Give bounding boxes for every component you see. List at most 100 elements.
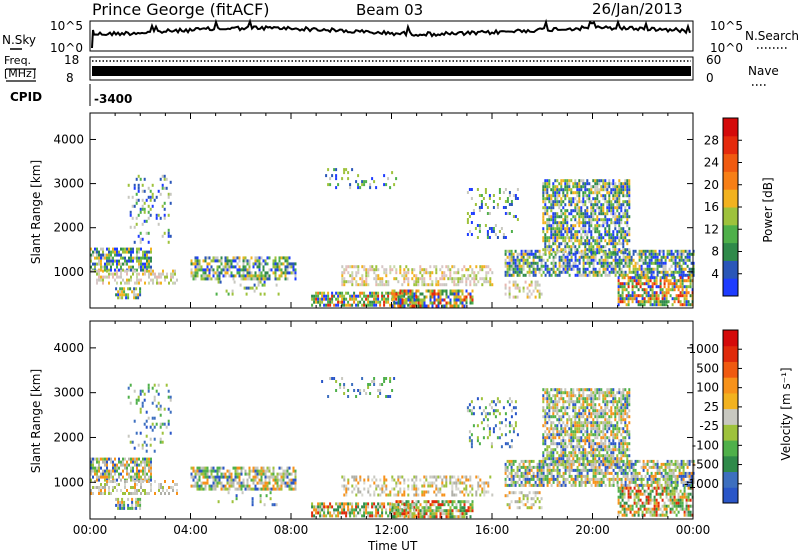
echo-cell: [532, 459, 535, 463]
echo-cell: [498, 421, 501, 425]
echo-cell: [363, 283, 366, 287]
echo-cell: [584, 227, 587, 231]
echo-cell: [262, 484, 265, 488]
cpid-label: CPID: [10, 90, 42, 104]
echo-cell: [429, 484, 432, 488]
echo-cell: [588, 221, 591, 225]
echo-cell: [363, 268, 366, 272]
echo-cell: [685, 297, 688, 301]
echo-cell: [449, 298, 452, 302]
echo-cell: [692, 273, 695, 277]
echo-cell: [435, 292, 438, 296]
echo-cell: [104, 475, 106, 479]
echo-cell: [638, 249, 641, 253]
echo-cell: [618, 194, 621, 198]
echo-cell: [629, 276, 632, 280]
echo-cell: [129, 213, 132, 217]
echo-cell: [544, 191, 547, 195]
echo-cell: [417, 515, 420, 519]
echo-cell: [341, 297, 344, 301]
echo-cell: [234, 256, 237, 260]
echo-cell: [578, 185, 581, 189]
echo-cell: [375, 505, 378, 509]
echo-cell: [439, 283, 442, 287]
echo-cell: [508, 286, 511, 290]
echo-cell: [343, 297, 346, 301]
echo-cell: [598, 182, 601, 186]
echo-cell: [624, 212, 627, 216]
echo-cell: [568, 203, 571, 207]
echo-cell: [415, 295, 418, 299]
echo-cell: [604, 194, 607, 198]
echo-cell: [435, 500, 438, 504]
echo-cell: [506, 255, 509, 259]
echo-cell: [102, 256, 104, 260]
echo-cell: [139, 503, 142, 507]
echo-cell: [190, 262, 193, 266]
echo-cell: [626, 215, 629, 219]
echo-cell: [568, 273, 571, 277]
echo-cell: [150, 272, 152, 276]
echo-cell: [249, 286, 252, 290]
echo-cell: [647, 300, 650, 304]
nave-bar: [92, 66, 691, 76]
echo-cell: [528, 480, 531, 484]
echo-cell: [122, 469, 124, 473]
echo-cell: [484, 191, 487, 194]
echo-cell: [373, 271, 376, 275]
echo-cell: [568, 251, 571, 255]
echo-cell: [361, 277, 364, 281]
echo-cell: [510, 200, 513, 203]
echo-cell: [485, 274, 488, 278]
echo-cell: [230, 484, 233, 488]
echo-cell: [391, 389, 394, 392]
echo-cell: [631, 291, 634, 295]
echo-cell: [100, 486, 102, 489]
echo-cell: [363, 511, 366, 515]
echo-cell: [169, 201, 172, 205]
echo-cell: [562, 218, 565, 222]
echo-cell: [619, 297, 622, 301]
echo-cell: [578, 239, 581, 243]
echo-cell: [220, 466, 223, 470]
echo-cell: [666, 255, 669, 259]
echo-cell: [596, 248, 599, 252]
echo-cell: [526, 261, 529, 265]
echo-cell: [413, 509, 416, 513]
echo-cell: [102, 269, 104, 273]
echo-cell: [618, 267, 621, 271]
echo-cell: [399, 514, 402, 518]
echo-cell: [383, 283, 386, 287]
echo-cell: [455, 484, 458, 488]
echo-cell: [612, 239, 615, 243]
echo-cell: [110, 272, 112, 276]
echo-cell: [459, 295, 462, 299]
echo-cell: [317, 511, 320, 515]
echo-cell: [457, 295, 460, 299]
echo-cell: [130, 265, 132, 269]
echo-cell: [222, 268, 225, 272]
echo-cell: [490, 230, 493, 233]
echo-cell: [622, 215, 625, 219]
echo-cell: [210, 268, 213, 272]
echo-cell: [102, 469, 104, 473]
echo-cell: [685, 300, 688, 304]
echo-cell: [650, 273, 653, 277]
echo-cell: [240, 466, 243, 470]
echo-cell: [212, 481, 215, 485]
echo-cell: [393, 503, 396, 507]
echo-cell: [586, 230, 589, 234]
echo-cell: [584, 248, 587, 252]
echo-cell: [552, 249, 555, 253]
echo-cell: [403, 493, 406, 497]
echo-cell: [604, 261, 607, 265]
echo-cell: [556, 197, 559, 201]
echo-cell: [542, 221, 545, 225]
echo-cell: [568, 197, 571, 201]
echo-cell: [568, 468, 571, 472]
echo-cell: [391, 503, 394, 507]
freq-label-2: [MHz]: [4, 67, 36, 80]
echo-cell: [138, 457, 140, 461]
echo-cell: [337, 514, 340, 518]
echo-cell: [522, 459, 525, 463]
